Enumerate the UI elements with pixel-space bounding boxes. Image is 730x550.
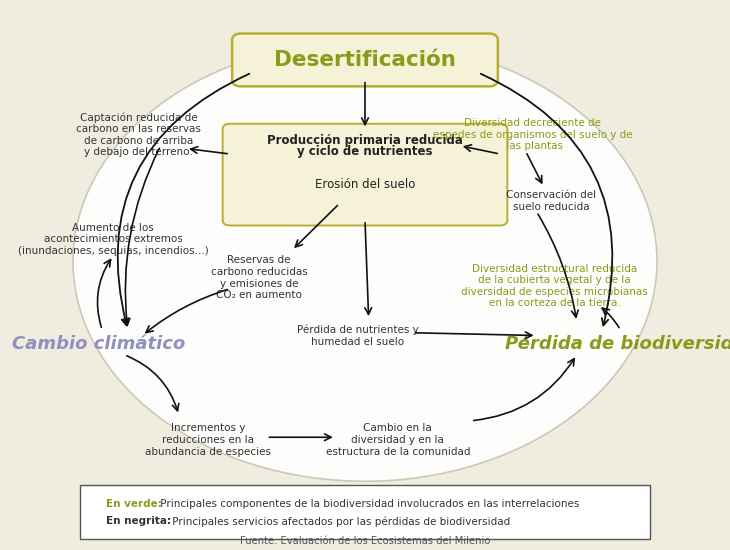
Text: Captación reducida de
carbono en las reservas
de carbono de arriba
y debajo del : Captación reducida de carbono en las res…: [76, 112, 201, 157]
Text: Pérdida de nutrientes y
humedad el suelo: Pérdida de nutrientes y humedad el suelo: [297, 324, 418, 346]
FancyBboxPatch shape: [223, 124, 507, 226]
Text: Fuente: Evaluación de los Ecosistemas del Milenio: Fuente: Evaluación de los Ecosistemas de…: [240, 536, 490, 546]
Text: Principales componentes de la biodiversidad involucrados en las interrelaciones: Principales componentes de la biodiversi…: [157, 499, 580, 509]
Text: Principales servicios afectados por las pérdidas de biodiversidad: Principales servicios afectados por las …: [169, 516, 510, 527]
Text: En verde:: En verde:: [106, 499, 162, 509]
Text: Cambio climático: Cambio climático: [12, 335, 185, 353]
FancyBboxPatch shape: [80, 485, 650, 539]
Text: Cambio en la
diversidad y en la
estructura de la comunidad: Cambio en la diversidad y en la estructu…: [326, 424, 470, 456]
Text: Pérdida de biodiversidad: Pérdida de biodiversidad: [504, 335, 730, 353]
Text: y ciclo de nutrientes: y ciclo de nutrientes: [297, 145, 433, 158]
Text: Conservación del
suelo reducida: Conservación del suelo reducida: [506, 190, 596, 212]
FancyBboxPatch shape: [232, 34, 498, 86]
Text: Producción primaria reducida: Producción primaria reducida: [267, 134, 463, 147]
Text: Desertificación: Desertificación: [274, 50, 456, 70]
Text: En negrita:: En negrita:: [106, 516, 171, 526]
Text: Erosión del suelo: Erosión del suelo: [315, 178, 415, 191]
Text: Incrementos y
reducciones en la
abundancia de especies: Incrementos y reducciones en la abundanc…: [145, 424, 271, 456]
Ellipse shape: [73, 41, 657, 481]
Text: Diversidad estructural reducida
de la cubierta vegetal y de la
diversidad de esp: Diversidad estructural reducida de la cu…: [461, 263, 648, 309]
Text: Aumento de los
acontecimientos extremos
(inundaciones, sequias, incendios...): Aumento de los acontecimientos extremos …: [18, 223, 209, 256]
Text: Reservas de
carbono reducidas
y emisiones de
CO₂ en aumento: Reservas de carbono reducidas y emisione…: [211, 255, 307, 300]
Text: Diversidad decreciente de
espedes de organismos del suelo y de
 las plantas: Diversidad decreciente de espedes de org…: [433, 118, 633, 151]
